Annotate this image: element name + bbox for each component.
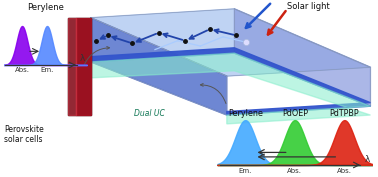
Text: PdTPBP: PdTPBP <box>330 109 359 118</box>
Text: Abs.: Abs. <box>337 168 352 174</box>
Polygon shape <box>91 53 370 124</box>
Polygon shape <box>68 18 76 115</box>
Text: Em.: Em. <box>40 67 54 73</box>
Title: Perylene: Perylene <box>27 3 64 12</box>
Text: DS: DS <box>149 100 160 109</box>
Polygon shape <box>234 9 370 106</box>
Polygon shape <box>91 48 370 115</box>
FancyArrowPatch shape <box>84 47 110 65</box>
Polygon shape <box>91 9 370 76</box>
Text: Abs.: Abs. <box>287 168 302 174</box>
FancyArrowPatch shape <box>200 84 226 104</box>
Polygon shape <box>91 18 227 115</box>
Text: λ: λ <box>79 54 85 63</box>
Text: Em.: Em. <box>239 168 252 174</box>
Text: Abs.: Abs. <box>15 67 29 73</box>
Text: PdOEP: PdOEP <box>282 109 308 118</box>
Polygon shape <box>68 18 91 115</box>
Polygon shape <box>76 18 91 115</box>
Text: Dual UC: Dual UC <box>134 109 165 118</box>
Text: λ: λ <box>364 155 370 164</box>
Text: Solar light: Solar light <box>287 2 330 11</box>
Text: Perovskite
solar cells: Perovskite solar cells <box>4 125 43 144</box>
Text: Perylene: Perylene <box>228 109 263 118</box>
